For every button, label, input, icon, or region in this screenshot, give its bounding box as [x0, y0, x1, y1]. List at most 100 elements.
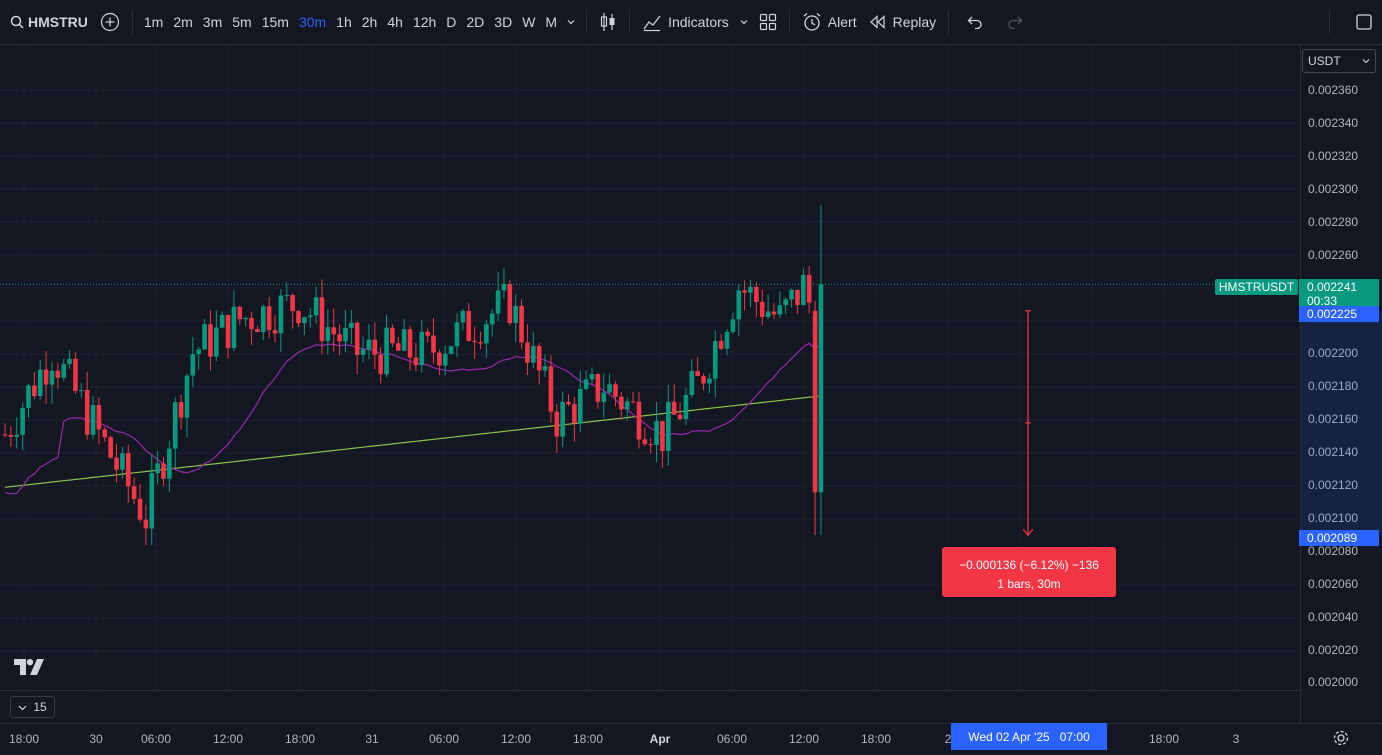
price-axis[interactable]: 0.002360 0.002340 0.002320 0.002300 0.002280… [1300, 45, 1382, 723]
price-axis-label: 0.002060 [1308, 577, 1359, 591]
candle-up [624, 401, 630, 410]
compare-symbol-button[interactable] [94, 7, 126, 37]
candle-down [125, 453, 131, 487]
candle-down [290, 295, 295, 312]
price-axis-label: 0.002020 [1308, 643, 1359, 657]
rewind-icon [869, 15, 885, 29]
candle-up [190, 354, 196, 376]
candle-up [79, 390, 84, 392]
candle-down [812, 310, 818, 493]
interval-value: 15 [33, 700, 47, 714]
candle-down [114, 457, 119, 470]
undo-button[interactable] [955, 7, 995, 37]
candle-up [777, 305, 783, 315]
candle-down [331, 327, 337, 335]
timeframe-d-button[interactable]: D [446, 14, 457, 30]
interval-selector[interactable]: 15 [10, 696, 55, 718]
candle-down [695, 371, 700, 377]
timeframe-1h-button[interactable]: 1h [336, 14, 352, 30]
replay-button[interactable]: Replay [863, 7, 943, 37]
candle-up [214, 327, 219, 357]
replay-label: Replay [892, 14, 937, 30]
timeframe-m-button[interactable]: M [545, 14, 558, 30]
candle-up [302, 317, 307, 324]
candle-up [689, 371, 695, 396]
candle-down [108, 437, 113, 458]
timeframe-2h-button[interactable]: 2h [361, 14, 378, 30]
candle-up [789, 289, 794, 300]
time-axis[interactable]: 18:00 30 06:00 12:00 18:00 31 06:00 12:00 18:00 A… [0, 723, 1382, 755]
candle-up [167, 448, 172, 479]
candle-up [26, 385, 31, 408]
chevron-down-icon [567, 20, 575, 25]
candle-up [501, 283, 507, 291]
symbol-name: HMSTRU [28, 14, 88, 30]
candle-down [572, 404, 577, 424]
price-axis-label: 0.002280 [1308, 215, 1359, 229]
candle-down [225, 315, 231, 348]
top-toolbar: HMSTRU 1m 2m 3m 5m 15m 30m 1h 2h 4h 12h D 2D 3D W M In… [0, 0, 1382, 45]
candle-up [366, 339, 372, 350]
candle-up [384, 327, 389, 375]
timeframe-1m-button[interactable]: 1m [143, 14, 164, 30]
currency-select[interactable]: USDT [1302, 49, 1376, 73]
candle-up [736, 290, 742, 320]
timeframe-4h-button[interactable]: 4h [387, 14, 403, 30]
measure-change: −0.000136 (−6.12%) −136 [959, 558, 1099, 572]
candle-down [255, 329, 260, 333]
candle-up [307, 315, 313, 318]
price-axis-label: 0.002140 [1308, 445, 1359, 459]
candle-down [131, 486, 137, 499]
candle-down [472, 340, 477, 343]
candle-up [730, 319, 736, 332]
candle-up [542, 366, 548, 371]
candle-up [489, 313, 495, 325]
timeframe-30m-button[interactable]: 30m [298, 14, 327, 30]
plus-circle-icon [100, 12, 119, 32]
time-axis-label: 06:00 [716, 732, 748, 746]
symbol-search-button[interactable]: HMSTRU [0, 7, 94, 37]
timeframe-2m-button[interactable]: 2m [173, 14, 193, 30]
fullscreen-button[interactable] [1336, 7, 1382, 37]
indicators-label: Indicators [668, 14, 729, 30]
alert-button[interactable]: Alert [796, 7, 863, 37]
candle-down [519, 305, 524, 343]
price-chart[interactable] [0, 45, 1300, 690]
gear-icon [1333, 730, 1349, 746]
timeframe-5m-button[interactable]: 5m [232, 14, 252, 30]
bottom-strip [0, 690, 1300, 723]
timeframe-dropdown-button[interactable] [562, 7, 580, 37]
tradingview-logo-icon[interactable] [14, 659, 44, 675]
toolbar-divider [788, 10, 790, 34]
candle-down [771, 311, 777, 315]
toolbar-divider [948, 10, 950, 34]
timeframe-15m-button[interactable]: 15m [261, 14, 289, 30]
price-axis-label: 0.002260 [1308, 248, 1359, 262]
layouts-button[interactable] [753, 7, 783, 37]
timeframe-w-button[interactable]: W [522, 14, 536, 30]
candle-up [513, 305, 518, 323]
price-axis-label: 0.002340 [1308, 116, 1359, 130]
timeframe-12h-button[interactable]: 12h [412, 14, 437, 30]
redo-icon [1008, 16, 1023, 29]
candle-up [260, 306, 266, 333]
candle-up [149, 473, 155, 529]
candle-down [536, 345, 542, 371]
timeframe-3d-button[interactable]: 3D [494, 14, 513, 30]
chart-settings-button[interactable] [1332, 729, 1350, 752]
candle-down [237, 306, 243, 320]
indicators-button[interactable]: Indicators [636, 7, 735, 37]
chart-type-button[interactable] [593, 7, 623, 37]
candle-down [619, 396, 624, 410]
time-axis-label: 12:00 [500, 732, 532, 746]
chart-pane[interactable] [0, 45, 1300, 690]
candle-up [607, 384, 612, 393]
candle-down [795, 289, 800, 305]
candle-up [654, 421, 659, 445]
candle-up [783, 299, 789, 306]
redo-button[interactable] [995, 7, 1035, 37]
timeframe-3m-button[interactable]: 3m [202, 14, 223, 30]
indicators-dropdown-button[interactable] [735, 7, 753, 37]
timeframe-2d-button[interactable]: 2D [466, 14, 485, 30]
alert-label: Alert [827, 14, 857, 30]
